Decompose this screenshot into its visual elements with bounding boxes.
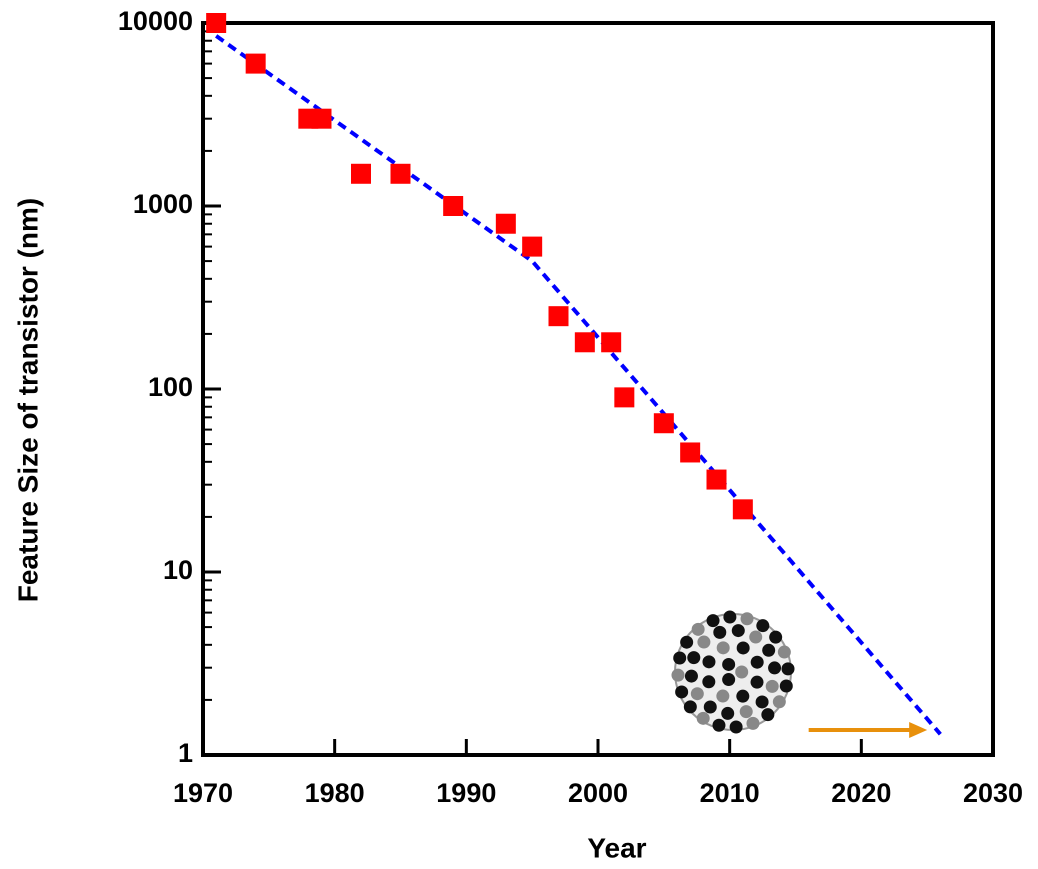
data-point: [548, 306, 569, 327]
fullerene-atom: [781, 662, 795, 676]
data-point: [443, 196, 464, 216]
y-axis-label: Feature Size of transistor (nm): [12, 198, 43, 603]
fullerene-atom: [696, 711, 710, 725]
trend-line: [215, 34, 942, 736]
data-point: [311, 108, 332, 129]
y-tick-label: 10: [163, 555, 193, 585]
fullerene-atom: [716, 641, 730, 655]
fullerene-atom: [722, 657, 736, 671]
fullerene-atom: [716, 689, 730, 703]
fullerene-atom: [691, 622, 705, 636]
y-tick-label: 100: [148, 372, 193, 402]
fullerene-atom: [739, 705, 753, 719]
fullerene-atom: [721, 706, 735, 720]
fullerene-illustration: [671, 610, 795, 734]
fullerene-atom: [722, 673, 736, 687]
arrow-head: [909, 721, 928, 738]
fullerene-atom: [673, 651, 687, 665]
fullerene-atom: [684, 669, 698, 683]
x-tick-label: 2000: [568, 778, 628, 808]
fullerene-atom: [671, 668, 685, 682]
fullerene-atom: [750, 675, 764, 689]
fullerene-atom: [712, 718, 726, 732]
data-point: [574, 332, 595, 353]
fullerene-atom: [702, 675, 716, 689]
fullerene-atom: [675, 685, 689, 699]
data-point: [206, 13, 227, 33]
fullerene-atom: [755, 695, 769, 709]
fullerene-atom: [702, 655, 716, 669]
fullerene-atom: [769, 630, 783, 644]
data-point: [706, 469, 727, 490]
fullerene-atom: [690, 687, 704, 701]
fullerene-atom: [756, 619, 770, 633]
fullerene-atom: [761, 708, 775, 722]
fullerene-atom: [750, 655, 764, 669]
data-point: [653, 413, 674, 434]
fullerene-atom: [697, 635, 711, 649]
data-point: [732, 499, 753, 520]
x-tick-label: 1970: [173, 778, 233, 808]
fullerene-atom: [731, 624, 745, 638]
fullerene-atom: [765, 679, 779, 693]
data-point: [601, 332, 622, 353]
fullerene-atom: [680, 635, 694, 649]
plot-frame: [201, 21, 995, 757]
fullerene-atom: [740, 612, 754, 626]
fullerene-atom: [772, 695, 786, 709]
data-point: [390, 163, 411, 184]
x-tick-label: 2010: [700, 778, 760, 808]
fullerene-atom: [729, 720, 743, 734]
fullerene-atom: [723, 610, 737, 624]
fullerene-atom: [777, 645, 791, 659]
fullerene-atom: [749, 630, 763, 644]
fullerene-atom: [713, 625, 727, 639]
fullerene-atom: [706, 614, 720, 628]
x-tick-label: 2030: [963, 778, 1023, 808]
x-tick-label: 1990: [436, 778, 496, 808]
fullerene-atom: [746, 716, 760, 730]
fullerene-atom: [768, 661, 782, 675]
fullerene-atom: [735, 665, 749, 679]
data-point: [495, 213, 516, 234]
fullerene-atom: [683, 700, 697, 714]
x-axis-label: Year: [587, 832, 646, 863]
fullerene-atom: [687, 651, 701, 665]
data-point: [351, 163, 371, 184]
x-tick-label: 2020: [831, 778, 891, 808]
fullerene-atom: [703, 700, 717, 714]
fullerene-atom: [779, 679, 793, 693]
data-point: [522, 236, 543, 257]
data-point: [614, 387, 635, 408]
data-point: [245, 53, 266, 74]
fullerene-atom: [736, 641, 750, 655]
y-tick-label: 1000: [133, 189, 193, 219]
y-tick-label: 10000: [118, 6, 193, 36]
y-tick-label: 1: [178, 738, 193, 768]
fullerene-atom: [736, 689, 750, 703]
x-tick-label: 1980: [305, 778, 365, 808]
data-point: [680, 442, 701, 463]
fullerene-atom: [762, 643, 776, 657]
